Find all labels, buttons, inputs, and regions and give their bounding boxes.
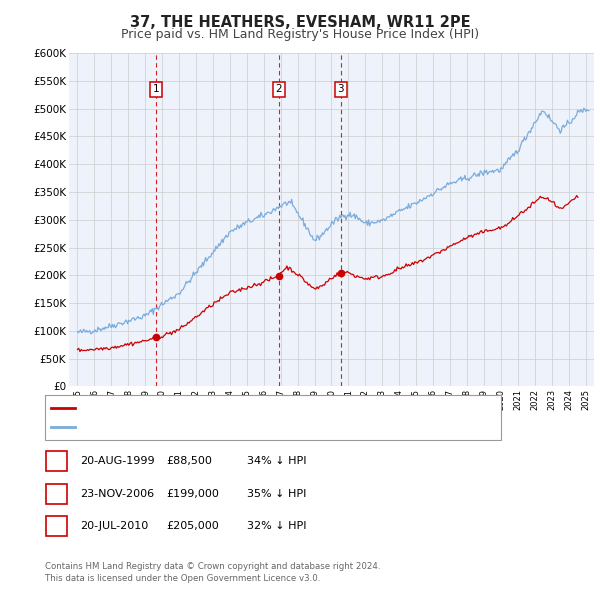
- Text: 1: 1: [152, 84, 159, 94]
- Text: 3: 3: [337, 84, 344, 94]
- Text: 3: 3: [53, 520, 60, 533]
- Text: 32% ↓ HPI: 32% ↓ HPI: [247, 522, 307, 531]
- Text: 20-JUL-2010: 20-JUL-2010: [80, 522, 149, 531]
- Text: 1: 1: [53, 455, 60, 468]
- Text: 2: 2: [275, 84, 282, 94]
- Text: 20-AUG-1999: 20-AUG-1999: [80, 457, 155, 466]
- Text: Price paid vs. HM Land Registry's House Price Index (HPI): Price paid vs. HM Land Registry's House …: [121, 28, 479, 41]
- Text: £199,000: £199,000: [166, 489, 219, 499]
- Text: Contains HM Land Registry data © Crown copyright and database right 2024.
This d: Contains HM Land Registry data © Crown c…: [45, 562, 380, 583]
- Text: 35% ↓ HPI: 35% ↓ HPI: [247, 489, 307, 499]
- Text: 37, THE HEATHERS, EVESHAM, WR11 2PE (detached house): 37, THE HEATHERS, EVESHAM, WR11 2PE (det…: [80, 403, 407, 412]
- Text: 23-NOV-2006: 23-NOV-2006: [80, 489, 155, 499]
- Text: HPI: Average price, detached house, Wychavon: HPI: Average price, detached house, Wych…: [80, 422, 338, 432]
- Text: 34% ↓ HPI: 34% ↓ HPI: [247, 457, 307, 466]
- Text: £205,000: £205,000: [166, 522, 219, 531]
- Text: 37, THE HEATHERS, EVESHAM, WR11 2PE: 37, THE HEATHERS, EVESHAM, WR11 2PE: [130, 15, 470, 30]
- Text: 2: 2: [53, 487, 60, 500]
- Text: £88,500: £88,500: [166, 457, 212, 466]
